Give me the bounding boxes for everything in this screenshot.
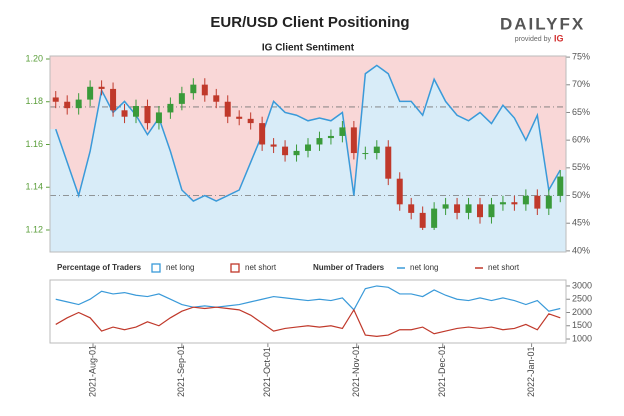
candle-body — [557, 176, 564, 196]
y-tick-label: 1.12 — [25, 224, 43, 234]
x-tick-label: 2021-Nov-01 — [351, 345, 361, 397]
y2-tick-label: 70% — [572, 79, 590, 89]
candle-body — [178, 93, 185, 104]
y-tick-label: 1.20 — [25, 53, 43, 63]
y2-tick-label: 65% — [572, 107, 590, 117]
long-area — [50, 65, 566, 252]
candle-body — [373, 146, 380, 154]
candle-body — [98, 86, 105, 89]
y2-tick-label: 2500 — [572, 294, 592, 304]
candle-body — [499, 202, 506, 205]
y2-tick-label: 60% — [572, 135, 590, 145]
y2-tick-label: 55% — [572, 162, 590, 172]
legend-swatch — [151, 263, 161, 273]
provider: IG — [554, 33, 564, 43]
logo: DAILYFX — [500, 14, 585, 33]
candle-body — [201, 84, 208, 96]
y2-tick-label: 3000 — [572, 280, 592, 290]
candle-body — [155, 112, 162, 124]
legend-label: net long — [166, 263, 194, 272]
candle-body — [545, 195, 552, 209]
provided-by: provided by — [515, 36, 552, 43]
x-tick-label: 2021-Oct-01 — [262, 347, 272, 397]
y2-tick-label: 2000 — [572, 307, 592, 317]
candle-body — [121, 110, 128, 117]
candle-body — [259, 123, 266, 145]
candle-body — [144, 106, 151, 124]
candle-body — [213, 95, 220, 102]
y2-tick-label: 75% — [572, 51, 590, 61]
y2-tick-label: 50% — [572, 190, 590, 200]
candle-body — [133, 106, 139, 117]
y2-tick-label: 1500 — [572, 320, 592, 330]
candle-body — [87, 86, 94, 100]
candle-body — [167, 103, 174, 113]
y2-tick-label: 1000 — [572, 333, 592, 343]
candle-body — [522, 195, 529, 205]
candle-body — [419, 212, 426, 228]
y2-tick-label: 40% — [572, 245, 590, 255]
candle-body — [110, 88, 117, 111]
subtitle: IG Client Sentiment — [262, 43, 355, 54]
candle-body — [385, 146, 392, 179]
plot-frame — [49, 55, 567, 253]
x-tick-label: 2022-Jan-01 — [526, 346, 536, 397]
candle-body — [224, 101, 231, 117]
candle-body — [431, 208, 438, 228]
candle-body — [362, 153, 369, 155]
candle-body — [454, 204, 461, 213]
trader-count-line — [55, 306, 561, 337]
x-tick-label: 2021-Aug-01 — [87, 345, 97, 397]
candle-body — [282, 146, 289, 156]
candle-body — [293, 150, 300, 156]
legend-label: net short — [245, 263, 277, 272]
candle-body — [327, 135, 334, 139]
legend-label: net short — [488, 263, 520, 272]
candle-body — [236, 116, 243, 119]
legend-swatch — [230, 263, 240, 273]
y-tick-label: 1.14 — [25, 182, 43, 192]
y-tick-label: 1.16 — [25, 139, 43, 149]
candle-body — [64, 101, 71, 109]
y-tick-label: 1.18 — [25, 96, 43, 106]
candle-body — [350, 127, 357, 154]
plot-frame — [49, 279, 567, 344]
x-tick-label: 2021-Dec-01 — [437, 345, 447, 397]
net-long-line — [55, 64, 561, 202]
candle-body — [488, 204, 495, 218]
candle-body — [52, 97, 59, 102]
legend-title: Number of Traders — [313, 263, 385, 272]
candle-body — [339, 127, 346, 136]
candle-body — [408, 204, 415, 213]
chart-title: EUR/USD Client Positioning — [210, 14, 409, 31]
candle-body — [247, 118, 254, 124]
x-tick-label: 2021-Sep-01 — [176, 345, 186, 397]
candle-body — [270, 144, 277, 147]
legend-label: net long — [410, 263, 438, 272]
candle-body — [396, 178, 403, 205]
trader-count-line — [55, 285, 561, 312]
candle-body — [534, 195, 541, 209]
candle-body — [75, 99, 82, 109]
candle-body — [477, 204, 483, 218]
candle-body — [465, 204, 472, 213]
candle-body — [305, 144, 311, 151]
candle-body — [442, 204, 449, 209]
candle-body — [316, 138, 323, 145]
y2-tick-label: 45% — [572, 218, 590, 228]
legend-title: Percentage of Traders — [57, 263, 142, 272]
candle-body — [511, 202, 518, 205]
candle-body — [190, 84, 197, 94]
